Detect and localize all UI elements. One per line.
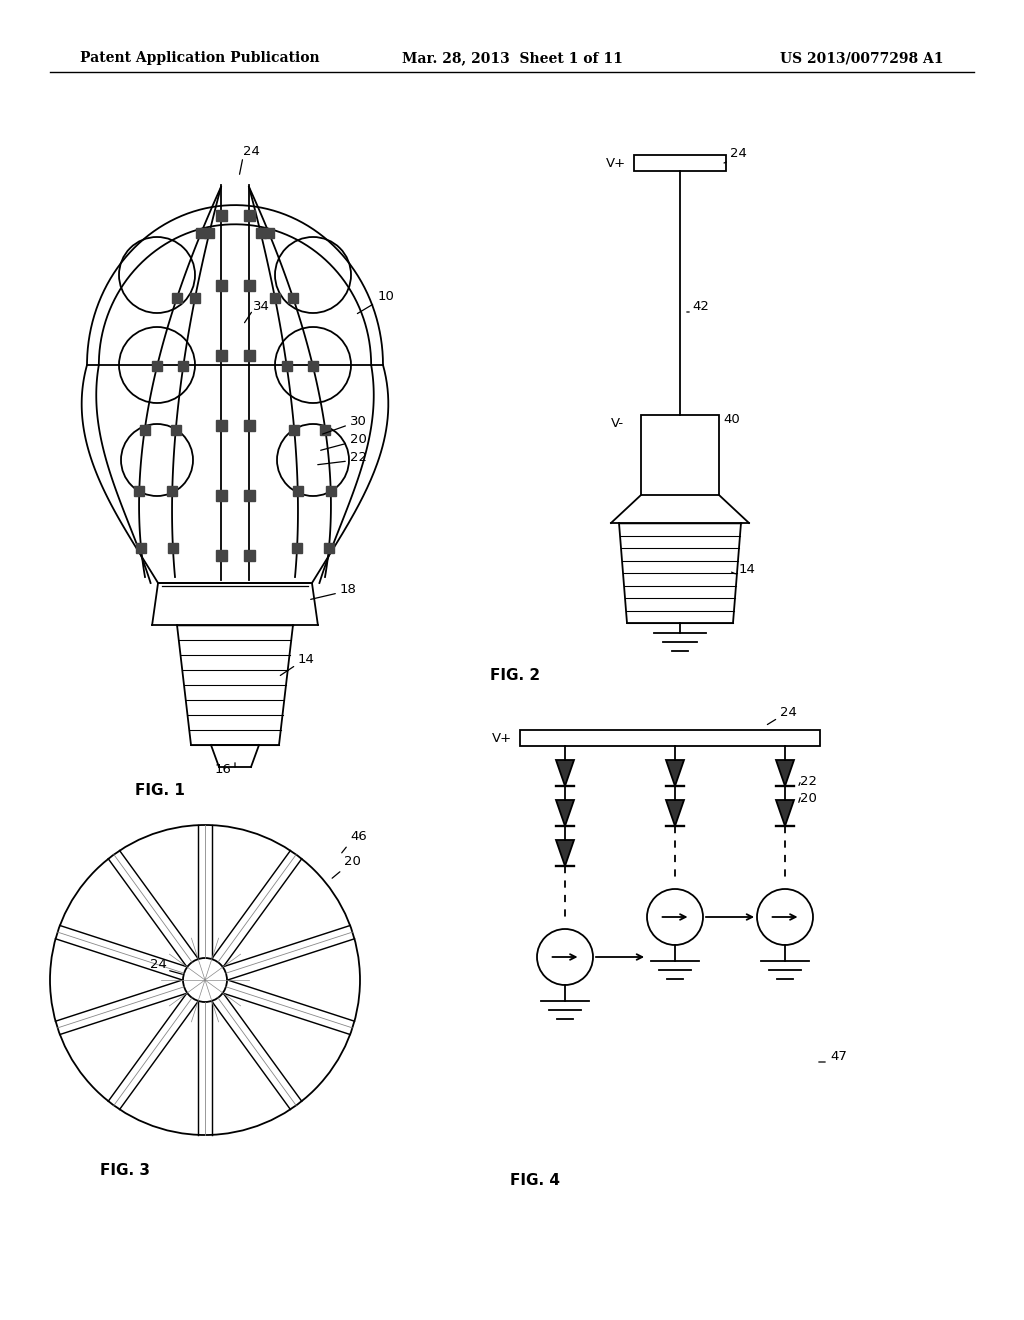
Polygon shape xyxy=(776,760,794,785)
Bar xyxy=(244,210,255,220)
Bar xyxy=(520,730,820,746)
Text: FIG. 2: FIG. 2 xyxy=(490,668,540,682)
Bar xyxy=(244,350,255,360)
Bar xyxy=(321,425,331,436)
Bar xyxy=(216,210,227,220)
Text: 24: 24 xyxy=(243,145,260,158)
Bar xyxy=(167,486,177,496)
Text: 16: 16 xyxy=(215,763,231,776)
Text: 10: 10 xyxy=(378,290,395,304)
Polygon shape xyxy=(666,800,684,826)
Bar xyxy=(244,420,255,432)
Bar xyxy=(326,486,336,496)
Bar xyxy=(216,420,227,432)
Bar xyxy=(244,490,255,502)
Text: FIG. 3: FIG. 3 xyxy=(100,1163,150,1177)
Bar xyxy=(168,543,178,553)
Bar xyxy=(293,486,303,496)
Bar xyxy=(244,550,255,561)
Text: 46: 46 xyxy=(350,830,367,843)
Text: 20: 20 xyxy=(800,792,817,805)
Bar xyxy=(190,293,200,304)
Bar xyxy=(205,227,214,238)
Text: V-: V- xyxy=(611,417,624,430)
Bar xyxy=(264,227,273,238)
Bar xyxy=(171,425,180,436)
Text: 22: 22 xyxy=(350,451,367,465)
Bar xyxy=(289,425,299,436)
Text: 24: 24 xyxy=(730,147,746,160)
Polygon shape xyxy=(776,800,794,826)
Bar xyxy=(216,550,227,561)
Polygon shape xyxy=(556,800,574,826)
Bar xyxy=(216,280,227,290)
Text: Patent Application Publication: Patent Application Publication xyxy=(80,51,319,65)
Bar xyxy=(292,543,302,553)
Bar xyxy=(134,486,144,496)
Bar xyxy=(136,543,146,553)
Text: 14: 14 xyxy=(739,564,756,576)
Bar xyxy=(288,293,298,304)
Bar xyxy=(178,360,188,371)
Bar xyxy=(308,360,317,371)
Text: 40: 40 xyxy=(723,413,739,426)
Text: 34: 34 xyxy=(253,300,270,313)
Text: 47: 47 xyxy=(830,1049,847,1063)
Text: 42: 42 xyxy=(692,300,709,313)
Bar xyxy=(216,490,227,502)
Bar xyxy=(270,293,280,304)
Bar xyxy=(197,227,206,238)
Text: 24: 24 xyxy=(150,958,167,972)
Bar xyxy=(256,227,265,238)
Text: 22: 22 xyxy=(800,775,817,788)
Bar xyxy=(244,280,255,290)
Text: V+: V+ xyxy=(606,157,626,170)
Polygon shape xyxy=(556,840,574,866)
Text: US 2013/0077298 A1: US 2013/0077298 A1 xyxy=(780,51,944,65)
Text: Mar. 28, 2013  Sheet 1 of 11: Mar. 28, 2013 Sheet 1 of 11 xyxy=(401,51,623,65)
Bar xyxy=(172,293,182,304)
Text: 20: 20 xyxy=(350,433,367,446)
Text: FIG. 4: FIG. 4 xyxy=(510,1173,560,1188)
Text: 24: 24 xyxy=(780,706,797,719)
Text: 14: 14 xyxy=(298,653,314,667)
Text: 30: 30 xyxy=(350,414,367,428)
Bar xyxy=(216,350,227,360)
Bar xyxy=(641,414,719,495)
Polygon shape xyxy=(666,760,684,785)
Text: 18: 18 xyxy=(340,583,357,597)
Bar xyxy=(324,543,334,553)
Text: FIG. 1: FIG. 1 xyxy=(135,783,185,799)
Bar xyxy=(634,154,726,172)
Text: V+: V+ xyxy=(492,733,512,744)
Polygon shape xyxy=(556,760,574,785)
Bar xyxy=(282,360,292,371)
Bar xyxy=(153,360,162,371)
Bar xyxy=(139,425,150,436)
Text: 20: 20 xyxy=(344,855,360,869)
